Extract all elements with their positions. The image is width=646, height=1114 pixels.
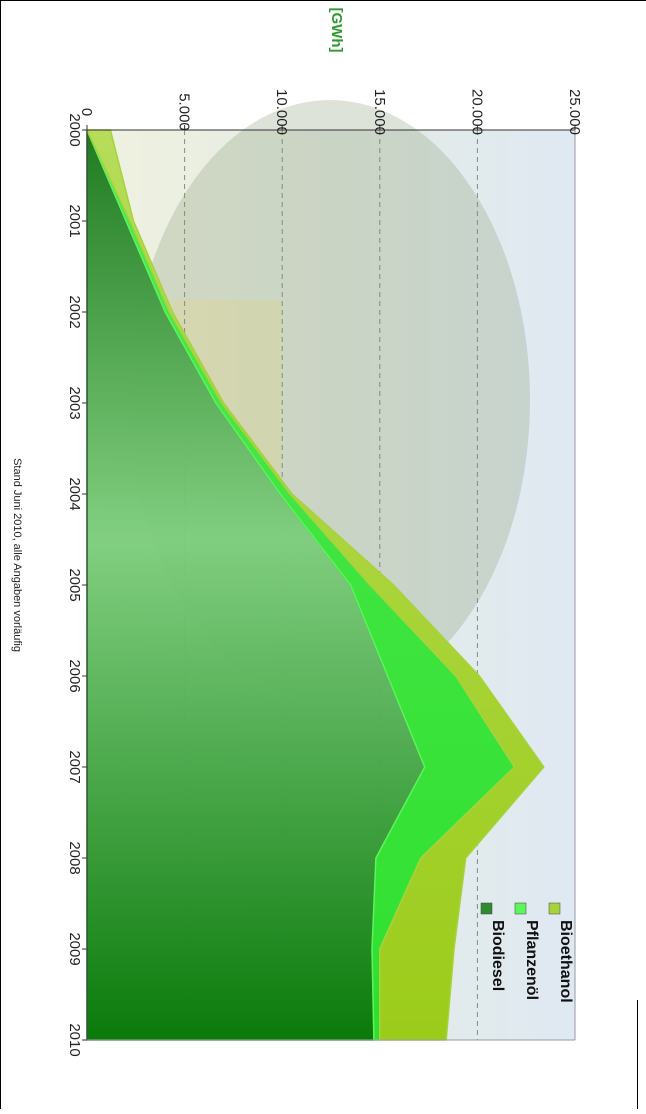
x-tick-label: 2005	[66, 568, 83, 601]
footnote: Stand Juni 2010, alle Angaben vorläufig	[11, 458, 23, 652]
tick-labels: 2000 2001 2002 2003 2004 2005 2006 2007 2008 2009…	[66, 89, 583, 1057]
y-tick-label: 15.000	[371, 89, 388, 135]
x-tick-label: 2006	[66, 659, 83, 692]
legend-label-biodiesel: Biodiesel	[489, 920, 506, 991]
axes	[82, 125, 576, 1041]
legend-label-bioethanol: Bioethanol	[557, 920, 574, 1003]
legend-swatch-bioethanol	[548, 902, 561, 915]
x-tick-label: 2001	[66, 204, 83, 237]
legend: Bioethanol Pflanzenöl Biodiesel	[480, 902, 574, 1003]
frame-edge-line	[637, 1000, 638, 1109]
x-tick-label: 2010	[66, 1023, 83, 1056]
x-tick-label: 2003	[66, 386, 83, 419]
legend-swatch-pflanzen-l	[514, 902, 527, 915]
value-axis-unit-label: [GWh]	[328, 8, 345, 53]
x-tick-label: 2002	[66, 295, 83, 328]
x-tick-label: 2008	[66, 841, 83, 874]
y-tick-label: 25.000	[566, 89, 583, 135]
x-tick-label: 2004	[66, 477, 83, 510]
y-tick-label: 0	[78, 108, 95, 116]
y-tick-label: 5.000	[176, 93, 193, 131]
x-tick-label: 2009	[66, 932, 83, 965]
y-tick-label: 20.000	[468, 89, 485, 135]
legend-swatch-biodiesel	[480, 902, 493, 915]
y-tick-label: 10.000	[273, 89, 290, 135]
legend-label-pflanzen-l: Pflanzenöl	[523, 920, 540, 1000]
x-tick-label: 2000	[66, 113, 83, 146]
chart-labels: [GWh] Stand Juni 2010, alle Angaben vorlä…	[11, 8, 345, 652]
x-tick-label: 2007	[66, 750, 83, 783]
